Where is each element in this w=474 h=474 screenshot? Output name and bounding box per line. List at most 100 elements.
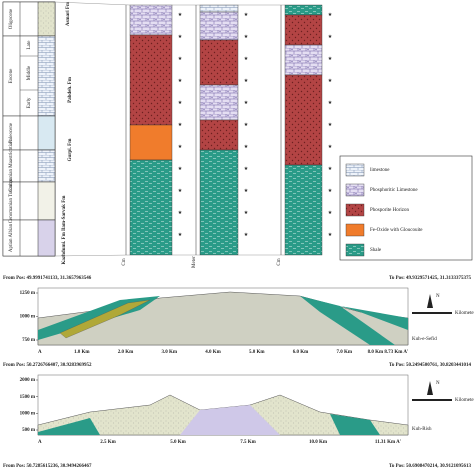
x-label: 5.0 Km (249, 350, 265, 355)
legend-label: Fe-Oxide with Gloucouite (370, 228, 423, 233)
legend-swatch (345, 243, 365, 257)
profile-name: Kuh-Rish (412, 427, 432, 432)
star: ★ (244, 210, 249, 216)
star: ★ (244, 100, 249, 106)
section-unit (199, 149, 239, 256)
star: ★ (178, 166, 183, 172)
section-unit (284, 4, 323, 16)
section-unit (199, 39, 239, 86)
x-label: 11.31 Km A' (375, 440, 402, 445)
section-unit (129, 159, 173, 256)
north-arrow (427, 381, 433, 395)
y-label: 1500 m (20, 395, 36, 400)
star: ★ (178, 144, 183, 150)
section-unit-label: Meter (192, 256, 197, 268)
legend-swatch (345, 223, 365, 237)
star: ★ (244, 232, 249, 238)
x-label: 7.5 Km (240, 440, 256, 445)
x-label: A (38, 440, 42, 445)
x-label: 4.0 Km (205, 350, 221, 355)
x-label: 2.5 Km (100, 440, 116, 445)
strat-litho (37, 115, 56, 151)
section-unit (199, 119, 239, 151)
section-unit (284, 74, 323, 166)
star: ★ (328, 12, 333, 18)
star: ★ (178, 122, 183, 128)
section-unit (129, 34, 173, 126)
star: ★ (328, 100, 333, 106)
star: ★ (244, 34, 249, 40)
star: ★ (178, 232, 183, 238)
tie-line (54, 254, 131, 257)
star: ★ (328, 144, 333, 150)
legend-label: limestone (370, 168, 390, 173)
section-unit (284, 44, 323, 76)
y-label: 1000 m (20, 411, 36, 416)
x-label: 5.0 Km (170, 440, 186, 445)
shale-band (330, 414, 380, 435)
epoch-label: Late (27, 40, 32, 50)
scale-label: Kilometer (455, 398, 474, 403)
star: ★ (244, 166, 249, 172)
star: ★ (328, 34, 333, 40)
legend-label: Shale (370, 248, 382, 253)
star: ★ (178, 100, 183, 106)
section-unit (199, 84, 239, 121)
section-unit (129, 4, 173, 36)
star: ★ (244, 122, 249, 128)
star: ★ (244, 78, 249, 84)
x-label: 3.0 Km (161, 350, 177, 355)
epoch-label: Aptian Albian (9, 223, 14, 252)
profile-name: Kuh-e-Sefid (412, 337, 437, 342)
star: ★ (328, 56, 333, 62)
legend-swatch (345, 203, 365, 217)
star: ★ (328, 78, 333, 84)
star: ★ (178, 78, 183, 84)
x-label: 8.0 Km 8.73 Km A' (368, 350, 409, 355)
feox-band (59, 299, 151, 339)
y-label: 2000 m (20, 378, 36, 383)
strat-litho (37, 1, 56, 37)
legend-label: Phosphoritic Limestone (370, 188, 418, 193)
strat-litho (37, 35, 56, 117)
x-label: 1.0 Km (74, 350, 90, 355)
formation-label: Kazhdumi. Fm Ilam-Sarvak Fm (62, 195, 67, 265)
star: ★ (178, 210, 183, 216)
section-unit (284, 164, 323, 256)
star: ★ (244, 56, 249, 62)
from-pos: From Pos: 50.7285615236, 30.9494266467 (3, 464, 92, 469)
north-n: N (436, 294, 440, 299)
star: ★ (244, 188, 249, 194)
section-unit-label: Cm (122, 258, 127, 265)
y-label: 750 m (22, 338, 36, 343)
shale-band (38, 418, 100, 435)
from-pos: From Pos: 49.9991741133, 31.3657963546 (3, 276, 92, 281)
legend-swatch (345, 163, 365, 177)
epoch-label: Early (27, 97, 32, 108)
star: ★ (244, 12, 249, 18)
epoch-label: Eocene (9, 68, 14, 83)
scale-bar (412, 399, 452, 401)
x-label: 6.0 Km (293, 350, 309, 355)
star: ★ (328, 166, 333, 172)
strat-litho (37, 181, 56, 221)
shale-band (340, 306, 408, 330)
from-pos: From Pos: 50.2726766407, 30.9283969952 (3, 363, 92, 368)
to-pos: To Pos: 49.9329571425, 31.3133375375 (389, 276, 472, 281)
epoch-label: Oligocene (9, 8, 14, 29)
tie-line (54, 1, 131, 6)
formation-label: Gurpi. Fm (68, 138, 73, 162)
scale-bar (412, 312, 452, 314)
section-unit (199, 11, 239, 41)
epoch-label: Cenomanian Turonian (9, 178, 14, 223)
north-arrow (427, 294, 433, 308)
epoch-label: Middle (27, 65, 32, 80)
section-unit (199, 4, 239, 13)
epoch-label: Campanian Maastrichtian (9, 140, 14, 192)
core (180, 405, 280, 435)
legend-swatch (345, 183, 365, 197)
formation-label: Pabdeh. Fm (68, 76, 73, 103)
section-unit-label: Cm (277, 258, 282, 265)
star: ★ (178, 34, 183, 40)
